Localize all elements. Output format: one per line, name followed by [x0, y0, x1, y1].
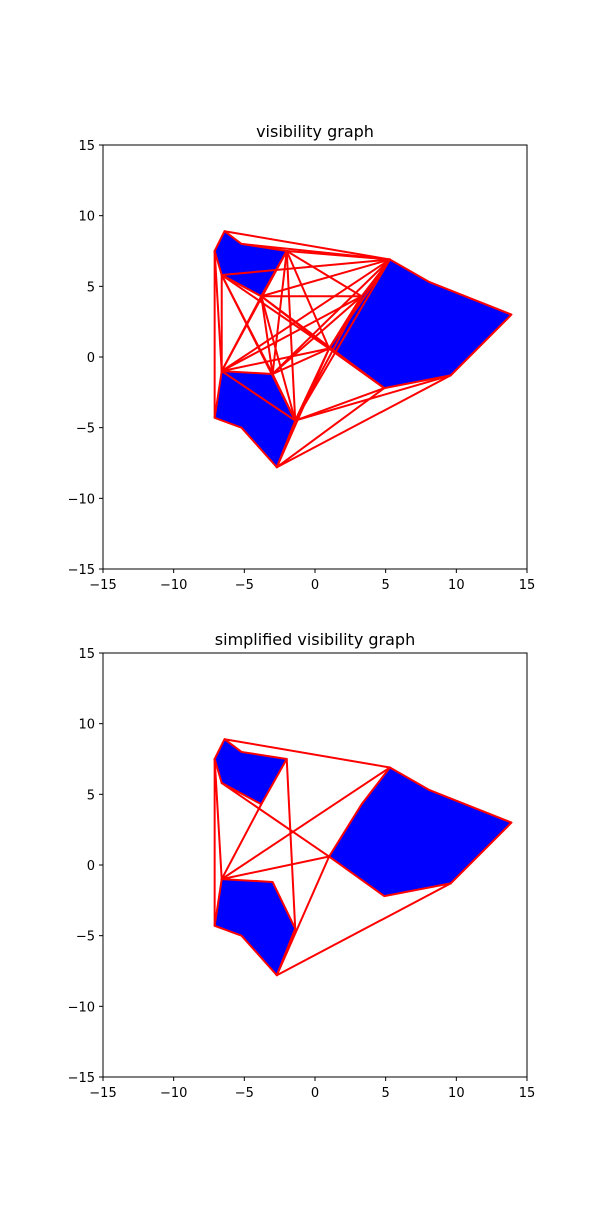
x-tick-label: 15 [519, 578, 536, 593]
graph-edge [220, 782, 331, 858]
graph-edge [328, 295, 363, 350]
graph-edge [285, 758, 297, 930]
graph-edge [220, 855, 331, 881]
plot-area [213, 738, 513, 977]
y-tick-label: 15 [78, 139, 95, 154]
graph-edge [220, 274, 263, 298]
y-tick-label: −10 [68, 1000, 95, 1015]
graph-edge [271, 295, 363, 375]
plot-area [213, 230, 513, 469]
x-tick-label: 0 [311, 578, 319, 593]
graph-edge [294, 258, 391, 422]
graph-edge [275, 374, 452, 469]
graph-edge [220, 295, 263, 373]
x-tick-label: 5 [382, 578, 390, 593]
graph-edge [223, 230, 391, 261]
x-tick-label: −10 [160, 578, 187, 593]
graph-edge [328, 347, 386, 390]
graph-edge [220, 258, 391, 373]
axes-visibility-graph: −15 −10 −5 0 5 10 15 −15 −10 −5 0 5 10 15 visibility g… [68, 122, 536, 593]
graph-edge [220, 258, 391, 277]
y-tick-label: −15 [68, 563, 95, 578]
graph-edge [294, 374, 452, 422]
y-tick-label: 10 [78, 718, 95, 733]
y-tick-label: 0 [87, 859, 95, 874]
graph-edge [271, 250, 288, 375]
x-tick-label: 0 [311, 1086, 319, 1101]
graph-edge [223, 738, 391, 769]
y-tick-label: −10 [68, 492, 95, 507]
chart-title: visibility graph [256, 122, 374, 141]
graph-edge [271, 347, 331, 375]
x-tick-label: 10 [448, 1086, 465, 1101]
y-tick-label: 5 [87, 788, 95, 803]
graph-edge [285, 250, 363, 298]
graph-edge [260, 258, 391, 298]
graph-edge [275, 882, 452, 977]
x-tick-label: 10 [448, 578, 465, 593]
graph-edge [294, 387, 386, 422]
x-tick-label: −15 [89, 1086, 116, 1101]
y-tick-label: −15 [68, 1071, 95, 1086]
obstacle-polygon [328, 766, 513, 898]
x-tick-label: −10 [160, 1086, 187, 1101]
graph-edge [213, 250, 223, 373]
graph-edge [285, 250, 297, 422]
graph-edge [285, 250, 331, 350]
obstacle-polygon [328, 258, 513, 390]
y-tick-label: 10 [78, 210, 95, 225]
graph-edge [275, 347, 331, 469]
graph-edge [220, 370, 297, 422]
y-tick-label: −5 [76, 422, 95, 437]
graph-edge [220, 803, 263, 881]
y-tick-label: 0 [87, 351, 95, 366]
y-tick-label: −5 [76, 930, 95, 945]
x-tick-label: −5 [235, 578, 254, 593]
graph-edge [275, 387, 386, 469]
x-tick-label: −15 [89, 578, 116, 593]
y-tick-label: 15 [78, 647, 95, 662]
x-tick-label: 5 [382, 1086, 390, 1101]
graph-edge [285, 250, 391, 261]
graph-edge [213, 758, 223, 881]
graph-edge [220, 766, 391, 881]
chart-title: simplified visibility graph [215, 630, 415, 649]
x-tick-label: −5 [235, 1086, 254, 1101]
graph-edge [275, 855, 331, 977]
graph-edge [271, 258, 391, 375]
graph-edge [220, 347, 331, 373]
x-tick-label: 15 [519, 1086, 536, 1101]
axes-simplified-visibility-graph: −15 −10 −5 0 5 10 15 −15 −10 −5 0 5 10 15 simplified v… [68, 630, 536, 1101]
y-tick-label: 5 [87, 280, 95, 295]
graph-edge [260, 250, 288, 298]
